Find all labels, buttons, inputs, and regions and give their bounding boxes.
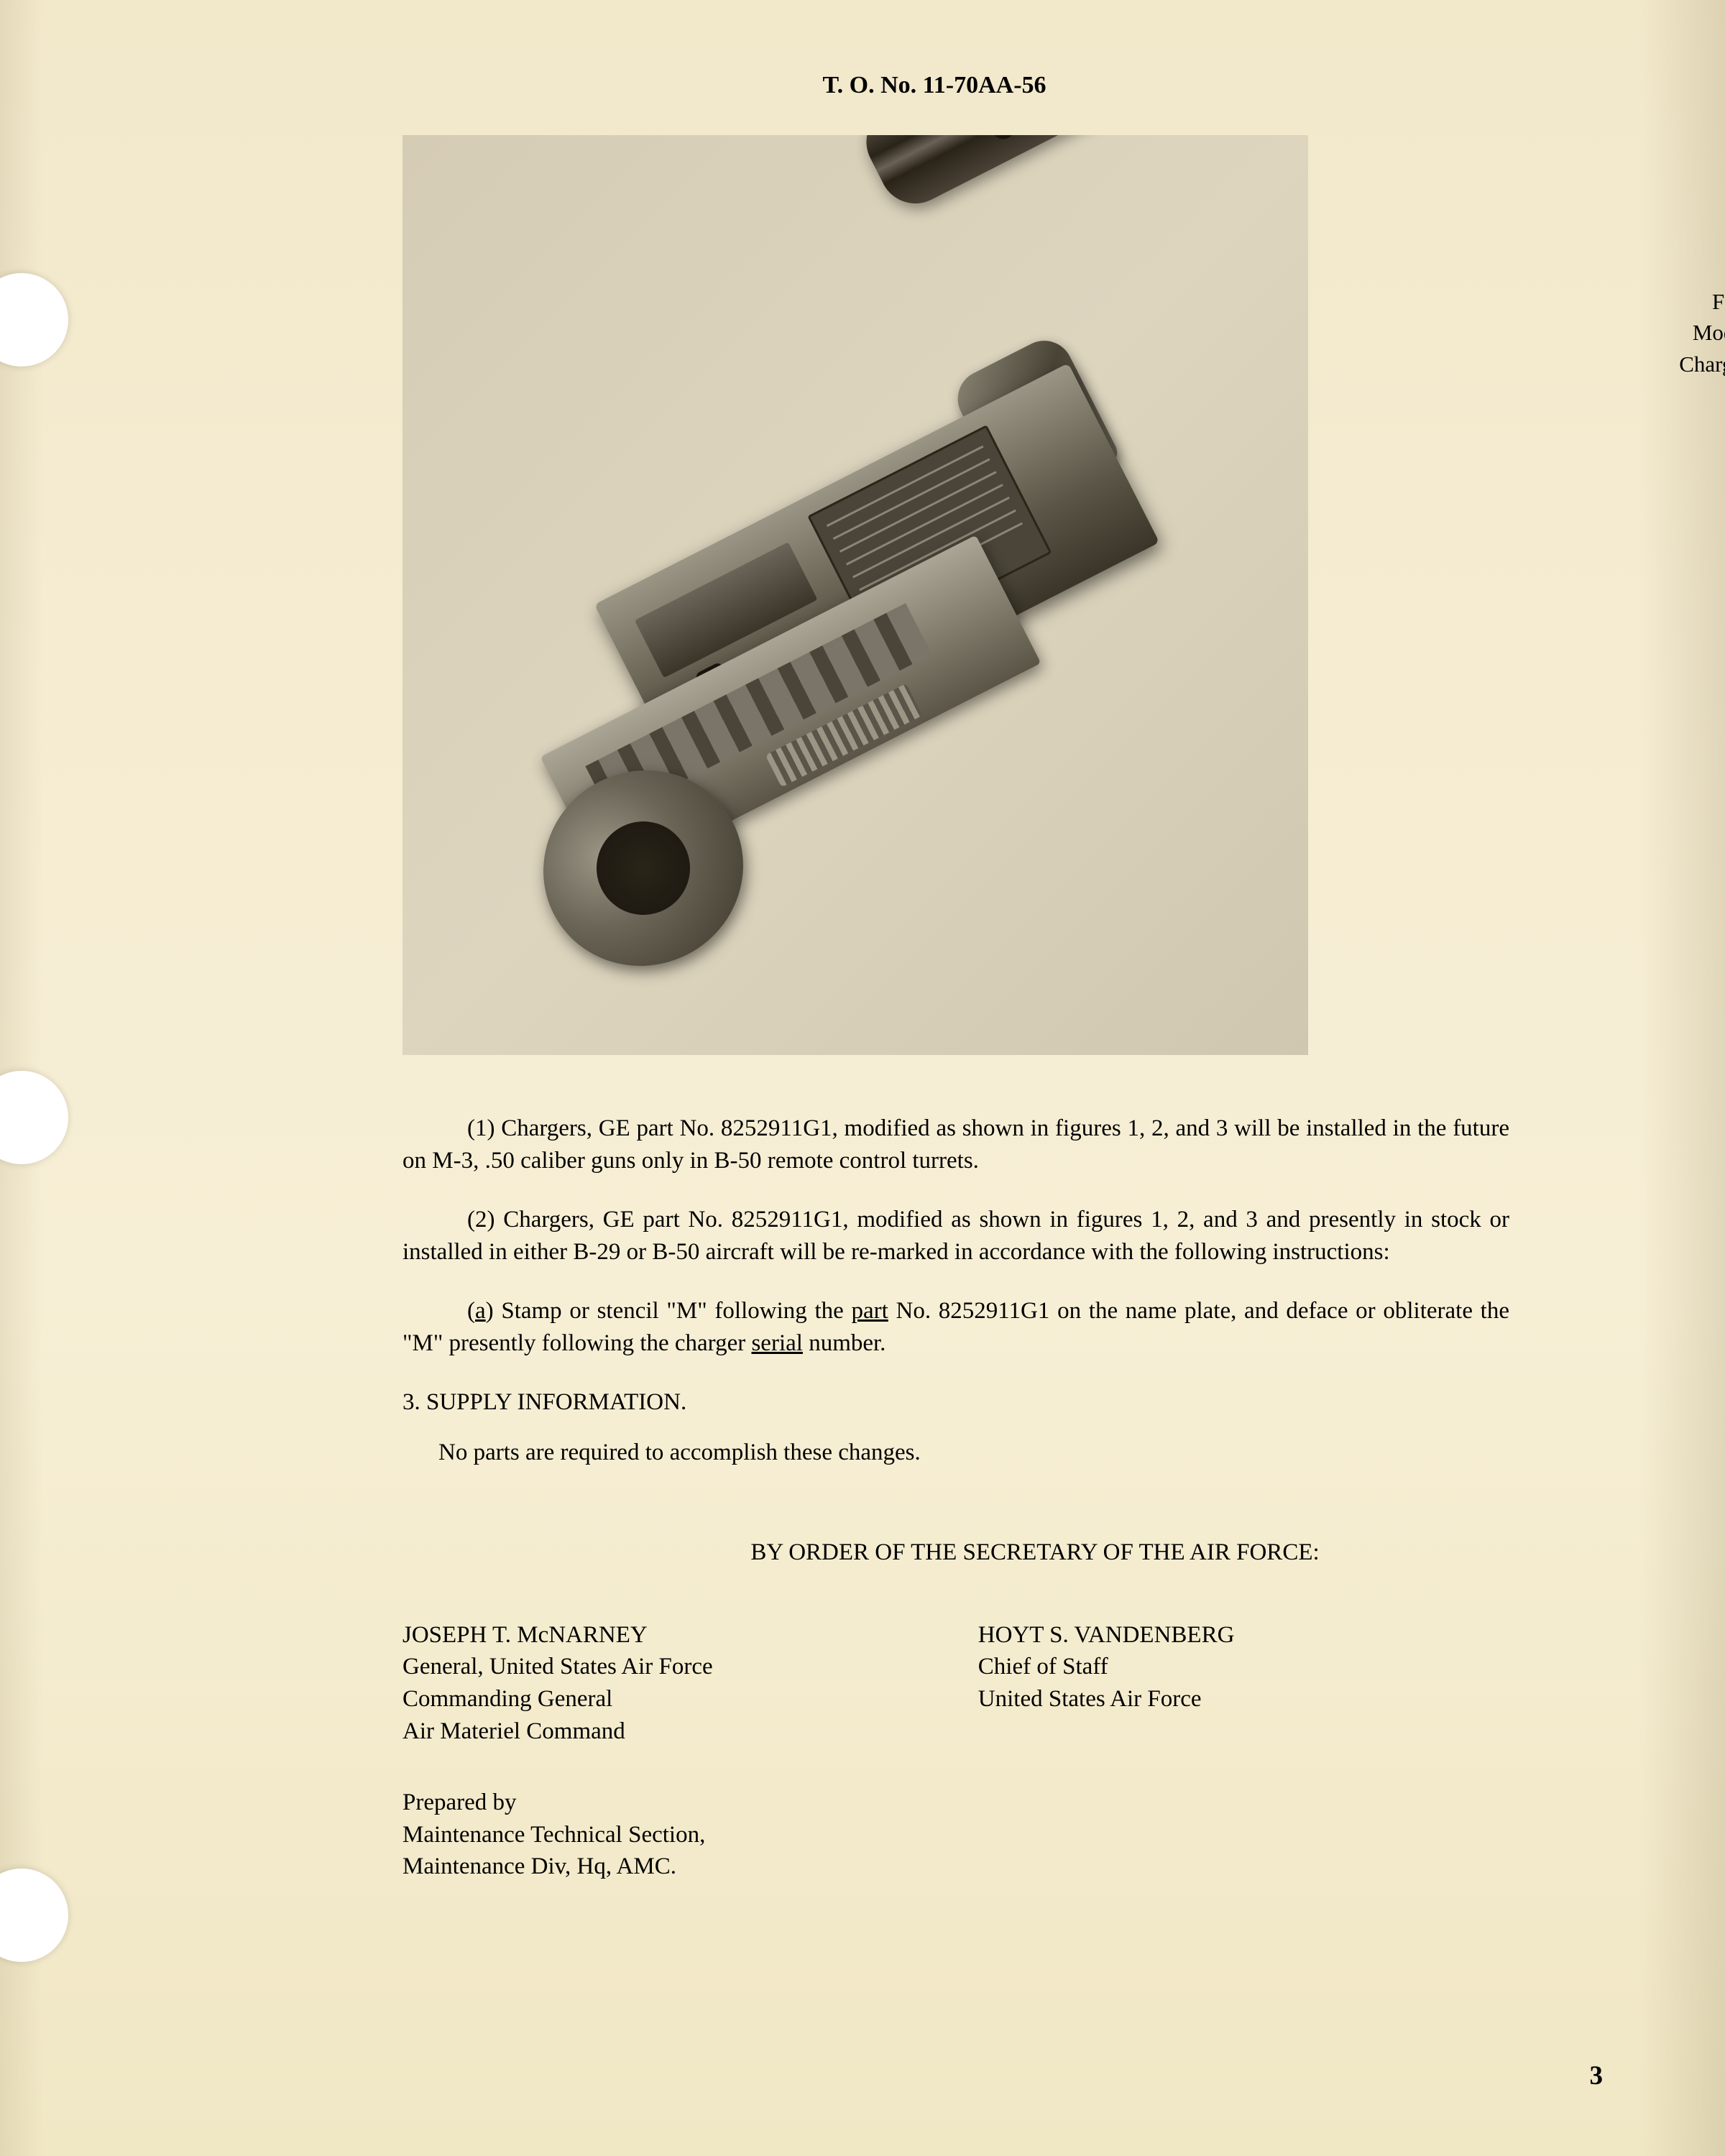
para3-serial: serial [751, 1330, 802, 1356]
figure-3-image [402, 135, 1308, 1055]
right-title-1: Chief of Staff [978, 1651, 1509, 1683]
para3-prefix: ( [467, 1298, 475, 1324]
signature-right: HOYT S. VANDENBERG Chief of Staff United… [978, 1619, 1509, 1747]
signature-left: JOSEPH T. McNARNEY General, United State… [402, 1619, 978, 1747]
caption-line-1: Figure 3 - [1679, 286, 1725, 317]
prepared-by: Prepared by Maintenance Technical Sectio… [402, 1787, 1509, 1883]
cylinder-bore [581, 806, 707, 931]
caption-line-2: Modified Gun [1679, 317, 1725, 348]
para3-end: number. [803, 1330, 886, 1356]
secretary-line: BY ORDER OF THE SECRETARY OF THE AIR FOR… [561, 1537, 1509, 1569]
right-name: HOYT S. VANDENBERG [978, 1619, 1509, 1651]
para3-part: part [851, 1298, 888, 1324]
gun-barrel [854, 135, 1308, 216]
document-header: T. O. No. 11-70AA-56 [273, 72, 1596, 99]
left-title-3: Air Materiel Command [402, 1715, 978, 1748]
paragraph-1: (1) Chargers, GE part No. 8252911G1, mod… [402, 1112, 1509, 1176]
figure-caption: Figure 3 - Modified Gun Charger Installe… [1679, 286, 1725, 379]
signature-block: BY ORDER OF THE SECRETARY OF THE AIR FOR… [402, 1537, 1509, 1882]
body-text: (1) Chargers, GE part No. 8252911G1, mod… [402, 1112, 1509, 1883]
plate-line [827, 446, 984, 527]
page-content: T. O. No. 11-70AA-56 [0, 0, 1725, 1926]
para3-mid1: ) Stamp or stencil "M" following the [486, 1298, 852, 1324]
para3-a: a [475, 1298, 486, 1324]
left-title-2: Commanding General [402, 1683, 978, 1715]
left-title-1: General, United States Air Force [402, 1651, 978, 1683]
prepared-line-3: Maintenance Div, Hq, AMC. [402, 1851, 1509, 1883]
left-name: JOSEPH T. McNARNEY [402, 1619, 978, 1651]
prepared-line-1: Prepared by [402, 1787, 1509, 1819]
figure-container: Figure 3 - Modified Gun Charger Installe… [402, 135, 1596, 1055]
prepared-line-2: Maintenance Technical Section, [402, 1819, 1509, 1851]
signatures: JOSEPH T. McNARNEY General, United State… [402, 1619, 1509, 1747]
barrel-hole [988, 135, 1018, 143]
paragraph-3: (a) Stamp or stencil "M" following the p… [402, 1295, 1509, 1359]
section-3-heading: 3. SUPPLY INFORMATION. [402, 1386, 1509, 1419]
section-3-body: No parts are required to accomplish thes… [402, 1437, 1509, 1469]
page-number: 3 [1590, 2060, 1604, 2091]
paragraph-2: (2) Chargers, GE part No. 8252911G1, mod… [402, 1204, 1509, 1268]
doc-number: T. O. No. 11-70AA-56 [822, 72, 1046, 98]
right-title-2: United States Air Force [978, 1683, 1509, 1715]
plate-line [833, 459, 990, 540]
caption-line-3: Charger Installed [1679, 349, 1725, 379]
